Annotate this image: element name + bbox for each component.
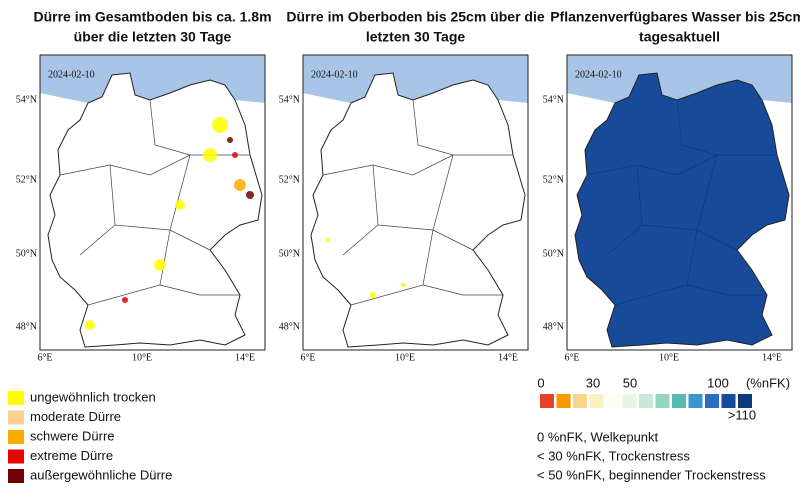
map: 2024-02-10 xyxy=(566,54,793,351)
lon-label: 14°E xyxy=(498,352,518,363)
legend-label: schwere Dürre xyxy=(30,428,115,443)
drought-spot xyxy=(326,238,330,242)
scale-label: 30 xyxy=(586,375,600,390)
lon-label: 10°E xyxy=(132,352,152,363)
map-date: 2024-02-10 xyxy=(575,69,622,80)
panel-title: letzten 30 Tage xyxy=(366,29,466,45)
lat-label: 50°N xyxy=(543,248,564,259)
lat-label: 48°N xyxy=(543,321,564,332)
lat-label: 48°N xyxy=(16,321,37,332)
lat-label: 52°N xyxy=(16,174,37,185)
legend-note: < 50 %nFK, beginnender Trockenstress xyxy=(537,467,766,482)
drought-spot xyxy=(246,191,254,199)
drought-spot xyxy=(227,137,233,143)
lon-label: 6°E xyxy=(300,352,315,363)
legend-note: < 30 %nFK, Trockenstress xyxy=(537,448,690,463)
drought-spot xyxy=(122,297,128,303)
lat-label: 54°N xyxy=(279,94,300,105)
scale-swatch xyxy=(556,394,571,408)
scale-swatch xyxy=(622,394,637,408)
scale-swatch xyxy=(639,394,653,408)
lat-label: 48°N xyxy=(279,321,300,332)
drought-spot xyxy=(212,117,228,133)
legend-note: 0 %nFK, Welkepunkt xyxy=(537,429,659,444)
map-frame xyxy=(302,54,529,351)
map: 2024-02-10 xyxy=(39,54,266,351)
map: 2024-02-10 xyxy=(302,54,529,351)
legend-label: extreme Dürre xyxy=(30,448,113,463)
scale-label: 100 xyxy=(707,375,729,390)
lat-label: 52°N xyxy=(543,174,564,185)
lat-label: 52°N xyxy=(279,174,300,185)
drought-spot xyxy=(85,320,95,330)
lon-label: 14°E xyxy=(235,352,255,363)
scale-label: 50 xyxy=(623,375,637,390)
panel-title: tagesaktuell xyxy=(639,29,720,45)
lon-label: 14°E xyxy=(762,352,782,363)
panel-title: Pflanzenverfügbares Wasser bis 25cm, xyxy=(550,9,800,25)
legend-swatch xyxy=(8,410,24,425)
scale-swatch xyxy=(573,394,587,408)
scale-label: 0 xyxy=(537,375,544,390)
legend-label: ungewöhnlich trocken xyxy=(30,389,156,404)
scale-swatch xyxy=(688,394,703,408)
map-date: 2024-02-10 xyxy=(48,69,95,80)
legend-swatch xyxy=(8,391,24,405)
legend-label: außergewöhnliche Dürre xyxy=(30,467,172,482)
drought-spot xyxy=(370,292,376,298)
scale-swatch xyxy=(672,394,686,408)
scale-swatch xyxy=(589,394,604,408)
drought-spot xyxy=(203,148,217,162)
legend-swatch xyxy=(8,449,24,464)
panel-title: Dürre im Oberboden bis 25cm über die xyxy=(286,9,545,25)
legend-label: moderate Dürre xyxy=(30,409,121,424)
panel-title: über die letzten 30 Tage xyxy=(74,29,232,45)
scale-swatch xyxy=(705,394,719,408)
scale-label: (%nFK) xyxy=(746,375,790,390)
drought-spot xyxy=(154,259,166,271)
drought-spot xyxy=(234,179,246,191)
lon-label: 6°E xyxy=(564,352,579,363)
lat-label: 50°N xyxy=(16,248,37,259)
panel-title: Dürre im Gesamtboden bis ca. 1.8m xyxy=(33,9,271,25)
scale-swatch xyxy=(606,394,620,408)
map-frame xyxy=(39,54,266,351)
lon-label: 10°E xyxy=(659,352,679,363)
drought-spot xyxy=(175,200,185,210)
map-frame xyxy=(566,54,793,351)
scale-swatch xyxy=(540,394,554,408)
lon-label: 6°E xyxy=(37,352,52,363)
scale-swatch xyxy=(655,394,670,408)
drought-spot xyxy=(401,283,405,287)
map-date: 2024-02-10 xyxy=(311,69,358,80)
lat-label: 54°N xyxy=(16,94,37,105)
scale-swatch xyxy=(721,394,736,408)
legend-swatch xyxy=(8,430,24,444)
scale-swatch xyxy=(738,394,752,408)
lat-label: 50°N xyxy=(279,248,300,259)
lon-label: 10°E xyxy=(395,352,415,363)
drought-spot xyxy=(232,152,238,158)
scale-label: >110 xyxy=(728,407,756,422)
legend-swatch xyxy=(8,469,24,483)
lat-label: 54°N xyxy=(543,94,564,105)
